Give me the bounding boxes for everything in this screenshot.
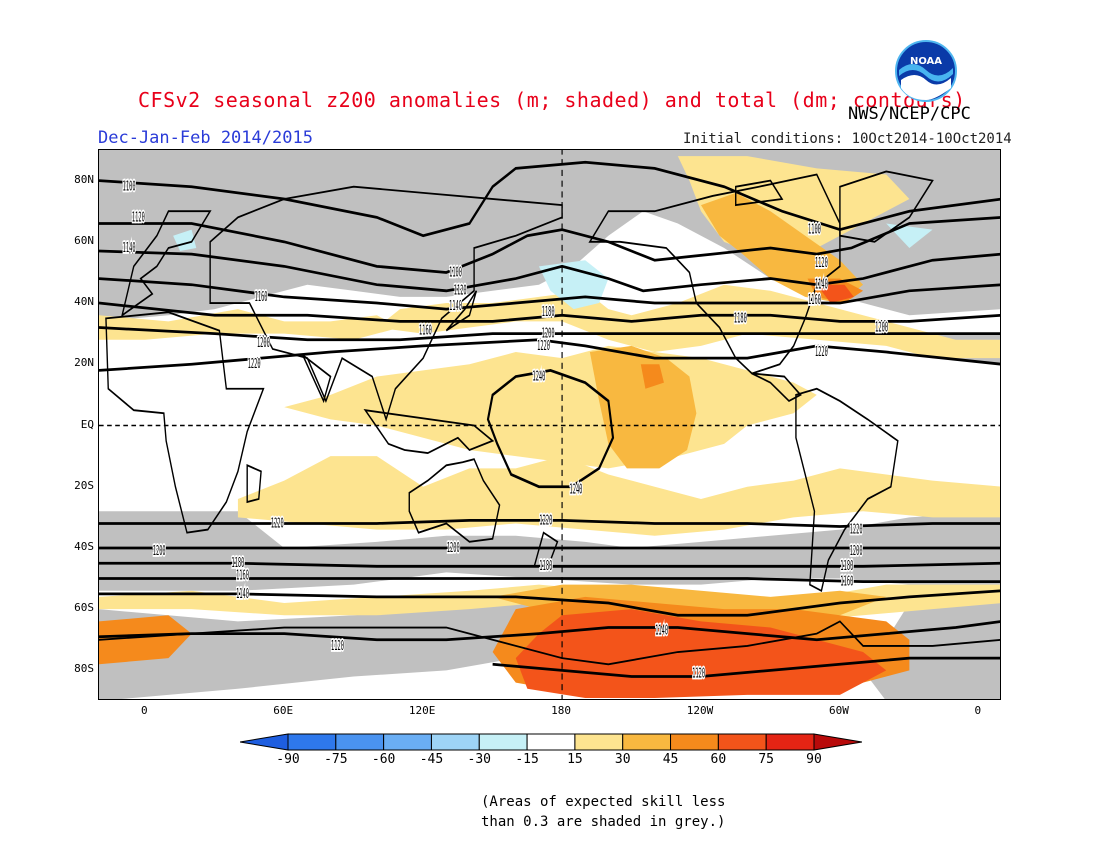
contour-label: 1120: [132, 211, 145, 225]
noaa-logo-icon: NOAA: [895, 40, 957, 102]
lon-label: 180: [551, 704, 571, 717]
colorbar-tick-label: 30: [614, 752, 631, 767]
contour-label: 1120: [815, 257, 828, 271]
contour-label: 1180: [542, 306, 555, 320]
continent-outlines: [99, 170, 1000, 666]
map-title: CFSv2 seasonal z200 anomalies (m; shaded…: [138, 88, 966, 112]
contour-label: 1180: [539, 560, 552, 574]
contour-label: 1240: [570, 483, 583, 497]
color-scale-bar: [240, 733, 862, 751]
contour-label: 1200: [153, 544, 166, 558]
colorbar-tick-label: 75: [758, 752, 774, 767]
contour-labels: 1100112011401160110011201140116011801200…: [121, 179, 889, 682]
contour-label: 1160: [236, 569, 249, 583]
map-canvas: 1100112011401160110011201140116011801200…: [99, 150, 1000, 699]
colorbar-segment: [765, 733, 815, 751]
height-contours: [99, 160, 1000, 678]
colorbar-segment: [526, 733, 576, 751]
colorbar-tick-label: -30: [467, 752, 492, 767]
contour-label: 1220: [248, 358, 261, 372]
season-label: Dec-Jan-Feb 2014/2015: [98, 128, 313, 148]
colorbar-segment: [717, 733, 767, 751]
skill-note: (Areas of expected skill less than 0.3 a…: [481, 792, 725, 832]
contour-label: 1220: [537, 339, 550, 353]
colorbar-tick-label: 90: [806, 752, 822, 767]
lat-label: 60S: [74, 601, 94, 615]
contour-label: 1180: [231, 557, 244, 571]
colorbar-segment: [430, 733, 480, 751]
contour-label: 1200: [257, 336, 270, 350]
lat-label: 40S: [74, 539, 94, 553]
contour-label: 1100: [808, 223, 821, 237]
contour-label: 1140: [655, 624, 668, 638]
contour-label: 1160: [840, 575, 853, 589]
lon-label: 120E: [408, 704, 436, 717]
contour-label: 1120: [454, 284, 467, 298]
contour-label: 1240: [532, 370, 545, 384]
contour-label: 1100: [123, 180, 136, 194]
lon-label: 60W: [828, 704, 849, 717]
lat-label: 80N: [74, 172, 94, 186]
colorbar-segment: [478, 733, 528, 751]
reference-lines: [99, 150, 1000, 699]
contour-label: 1200: [447, 541, 460, 555]
skill-note-line1: (Areas of expected skill less: [481, 794, 726, 810]
lat-label: 80S: [74, 662, 94, 676]
contour-label: 1140: [449, 300, 462, 314]
contour-label: 1140: [815, 278, 828, 292]
contour-label: 1100: [449, 266, 462, 280]
skill-note-line2: than 0.3 are shaded in grey.): [481, 814, 726, 830]
contour-label: 1120: [331, 639, 344, 653]
colorbar-segment: [574, 733, 624, 751]
lon-label: 0: [140, 704, 148, 717]
agency-label: NWS/NCEP/CPC: [848, 104, 971, 124]
contour-label: 1160: [255, 290, 268, 304]
contour-label: 1220: [850, 523, 863, 537]
contour-label: 1200: [850, 544, 863, 558]
colorbar-segment: [335, 733, 385, 751]
contour-label: 1180: [734, 312, 747, 326]
colorbar-tick-label: -90: [276, 752, 300, 767]
colorbar-tick-label: 15: [567, 752, 583, 767]
lon-label: 120W: [686, 704, 714, 717]
contour-label: 1140: [123, 241, 136, 255]
colorbar-tick-label: -60: [371, 752, 396, 767]
lat-label: 20N: [74, 356, 94, 370]
lon-label: 60E: [273, 704, 294, 717]
colorbar-tick-label: 45: [662, 752, 679, 767]
svg-text:NOAA: NOAA: [910, 56, 942, 67]
initial-conditions-label: Initial conditions: 10Oct2014-10Oct2014: [683, 131, 1012, 147]
anomaly-map: 1100 1120 1140 1160 1100 1120 1140 1160 1180 1200…: [98, 149, 1001, 700]
colorbar-arrow-right: [813, 733, 862, 751]
contour-label: 1160: [808, 293, 821, 307]
contour-label: 1120: [692, 667, 705, 681]
lon-label: 0: [974, 704, 982, 717]
colorbar-segment: [622, 733, 672, 751]
contour-label: 1160: [419, 324, 432, 338]
contour-label: 1220: [539, 514, 552, 528]
lat-label: 20S: [74, 478, 94, 492]
lat-label: EQ: [80, 417, 94, 431]
colorbar-tick-label: -75: [324, 752, 348, 767]
contour-label: 1220: [271, 517, 284, 531]
contour-label: 1180: [840, 560, 853, 574]
lat-label: 40N: [74, 295, 94, 309]
contour-label: 1140: [236, 587, 249, 601]
colorbar-tick-label: -15: [515, 752, 539, 767]
lat-label: 60N: [74, 233, 94, 247]
colorbar-segment: [670, 733, 719, 751]
contour-label: 1200: [542, 327, 555, 341]
colorbar-arrow-left: [240, 733, 289, 751]
contour-label: 1200: [875, 321, 888, 335]
contour-label: 1220: [815, 346, 828, 360]
colorbar-segment: [287, 733, 337, 751]
colorbar-segment: [383, 733, 432, 751]
colorbar-tick-label: 60: [710, 752, 727, 767]
colorbar-tick-label: -45: [419, 752, 444, 767]
